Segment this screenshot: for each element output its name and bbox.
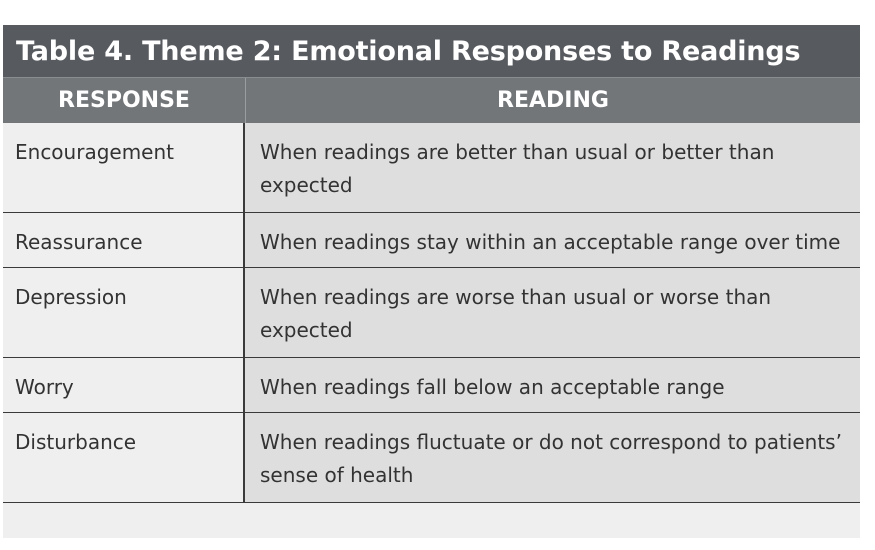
- emotional-responses-table: Table 4. Theme 2: Emotional Responses to…: [3, 25, 860, 538]
- table-row: Reassurance When readings stay within an…: [3, 213, 860, 268]
- reading-cell: When readings stay within an acceptable …: [245, 213, 860, 267]
- reading-cell: When readings are worse than usual or wo…: [245, 268, 860, 357]
- table-row: Worry When readings fall below an accept…: [3, 358, 860, 413]
- column-header-reading: READING: [497, 88, 609, 113]
- reading-cell: When readings fall below an acceptable r…: [245, 358, 860, 412]
- table-row: Disturbance When readings fluctuate or d…: [3, 413, 860, 503]
- column-header-response: RESPONSE: [3, 78, 246, 123]
- response-cell: Depression: [3, 268, 245, 357]
- reading-cell: When readings are better than usual or b…: [245, 123, 860, 212]
- table-title: Table 4. Theme 2: Emotional Responses to…: [16, 35, 801, 67]
- response-cell: Encouragement: [3, 123, 245, 212]
- response-cell: Disturbance: [3, 413, 245, 502]
- response-cell: Worry: [3, 358, 245, 412]
- reading-cell: When readings fluctuate or do not corres…: [245, 413, 860, 502]
- table-body: Encouragement When readings are better t…: [3, 123, 860, 503]
- table-row: Encouragement When readings are better t…: [3, 123, 860, 213]
- table-header-row: RESPONSE READING: [3, 77, 860, 123]
- response-cell: Reassurance: [3, 213, 245, 267]
- table-row: Depression When readings are worse than …: [3, 268, 860, 358]
- table-title-bar: Table 4. Theme 2: Emotional Responses to…: [3, 25, 860, 77]
